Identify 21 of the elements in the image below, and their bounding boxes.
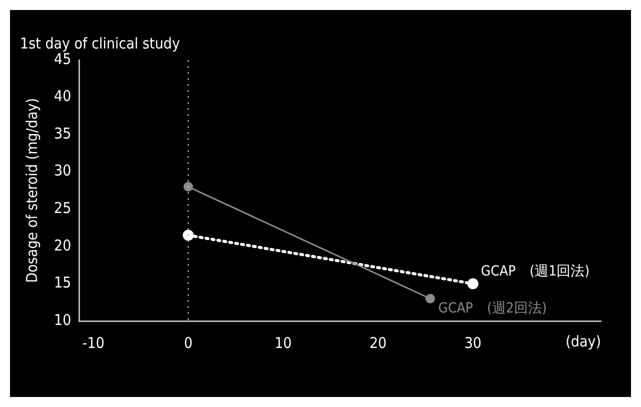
y-tick-label: 25 bbox=[54, 199, 72, 218]
x-tick-label: 30 bbox=[464, 334, 482, 352]
series-label: GCAP (週1回法) bbox=[480, 263, 590, 280]
y-tick-label: 40 bbox=[54, 87, 72, 106]
y-tick-label: 10 bbox=[54, 310, 72, 329]
x-tick-label: -10 bbox=[82, 334, 104, 352]
y-tick-label: 20 bbox=[54, 236, 72, 254]
y-tick-label: 30 bbox=[54, 162, 72, 180]
ref-line-label: 1st day of clinical study bbox=[20, 34, 180, 52]
point bbox=[184, 182, 194, 192]
x-tick-label: 0 bbox=[184, 334, 193, 352]
series-label: GCAP (週2回法) bbox=[438, 300, 547, 316]
y-tick-label: 35 bbox=[54, 124, 72, 142]
point bbox=[467, 278, 478, 290]
x-tick-label: 10 bbox=[274, 334, 292, 352]
y-tick-label: 15 bbox=[54, 274, 72, 292]
point bbox=[425, 294, 435, 304]
point bbox=[182, 230, 194, 241]
y-axis-title: Dosage of steroid (mg/day) bbox=[22, 98, 41, 283]
x-axis-title: (day) bbox=[566, 332, 601, 350]
x-tick-label: 20 bbox=[369, 334, 387, 352]
